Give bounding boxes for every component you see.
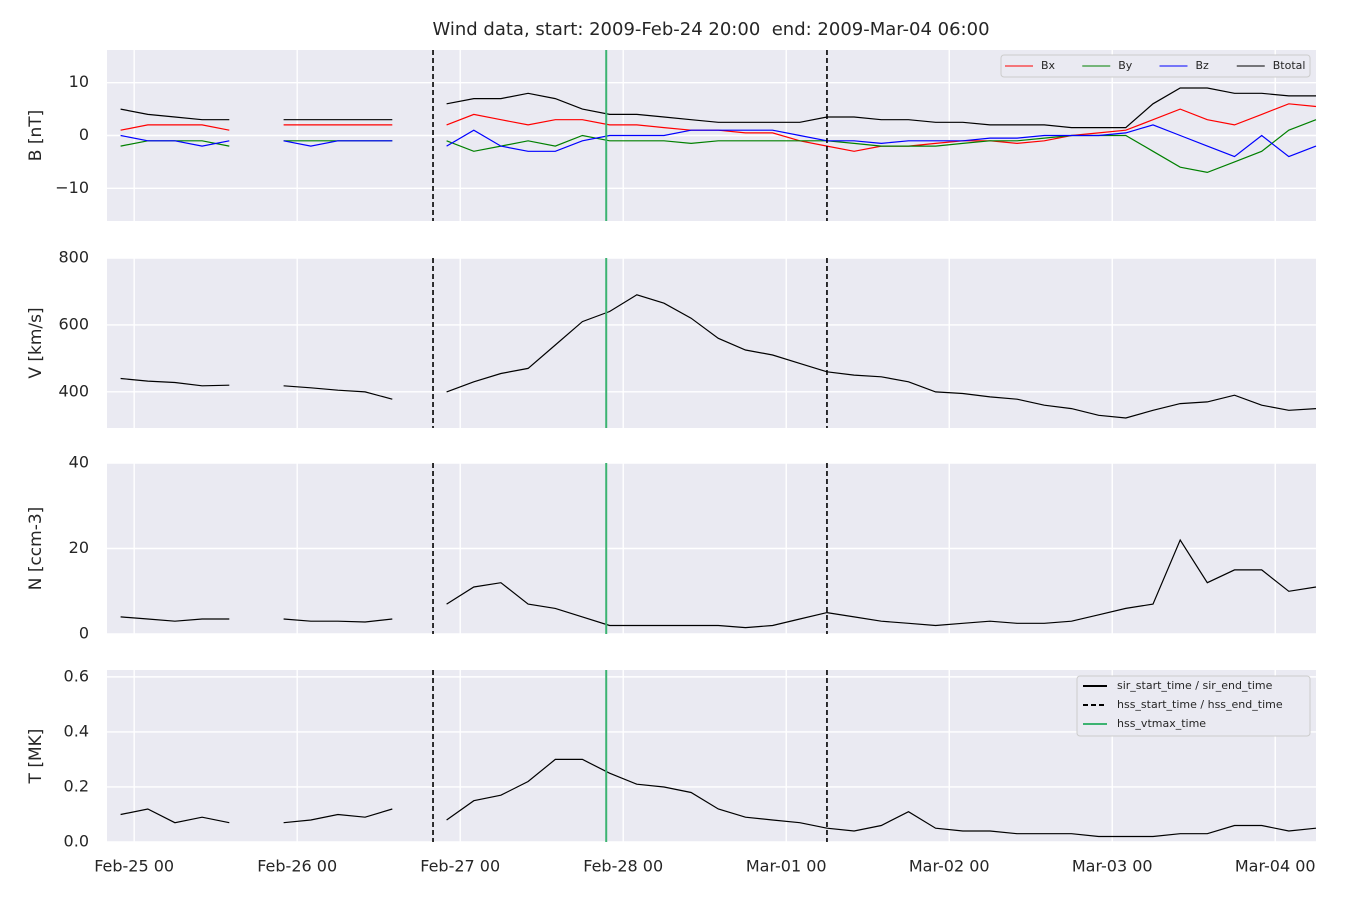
y-tick-label: 10 (69, 72, 89, 91)
y-tick-label: 0.6 (64, 666, 89, 685)
y-axis-label: N [ccm-3] (26, 507, 46, 591)
y-tick-label: 20 (69, 538, 89, 557)
x-tick-label: Feb-25 00 (94, 857, 174, 876)
legend-label: Btotal (1273, 59, 1306, 72)
y-tick-label: 800 (58, 248, 89, 267)
y-axis-label: V [km/s] (26, 307, 46, 378)
data-line (120, 294, 1317, 419)
plot-area (107, 258, 1316, 428)
legend-label: Bz (1196, 59, 1210, 72)
legend-label: hss_vtmax_time (1117, 717, 1206, 730)
x-tick-label: Feb-26 00 (257, 857, 337, 876)
x-tick-label: Mar-01 00 (746, 857, 827, 876)
y-tick-label: 40 (69, 453, 89, 472)
y-axis-label: T [MK] (26, 729, 46, 785)
y-tick-label: 400 (58, 381, 89, 400)
y-tick-label: −10 (55, 178, 89, 197)
data-line (120, 124, 1317, 158)
data-line (120, 87, 1316, 129)
chart-title: Wind data, start: 2009-Feb-24 20:00 end:… (432, 19, 989, 40)
legend-label: By (1118, 59, 1133, 72)
x-tick-label: Mar-03 00 (1072, 857, 1153, 876)
x-tick-label: Mar-02 00 (909, 857, 990, 876)
x-tick-label: Mar-04 00 (1235, 857, 1316, 876)
legend-label: Bx (1041, 59, 1056, 72)
y-tick-label: 0.4 (64, 721, 89, 740)
legend-box (1076, 675, 1311, 737)
y-tick-label: 0.2 (64, 776, 89, 795)
y-tick-label: 600 (58, 314, 89, 333)
legend-label: sir_start_time / sir_end_time (1117, 679, 1273, 692)
x-tick-label: Feb-28 00 (583, 857, 663, 876)
x-tick-label: Feb-27 00 (420, 857, 500, 876)
y-tick-label: 0 (79, 624, 89, 643)
data-line (120, 758, 1317, 838)
legend-box (1000, 54, 1311, 78)
data-line (120, 538, 1317, 629)
legend-label: hss_start_time / hss_end_time (1117, 698, 1283, 711)
y-axis-label: B [nT] (26, 110, 46, 162)
y-tick-label: 0 (79, 125, 89, 144)
y-tick-label: 0.0 (64, 832, 89, 851)
